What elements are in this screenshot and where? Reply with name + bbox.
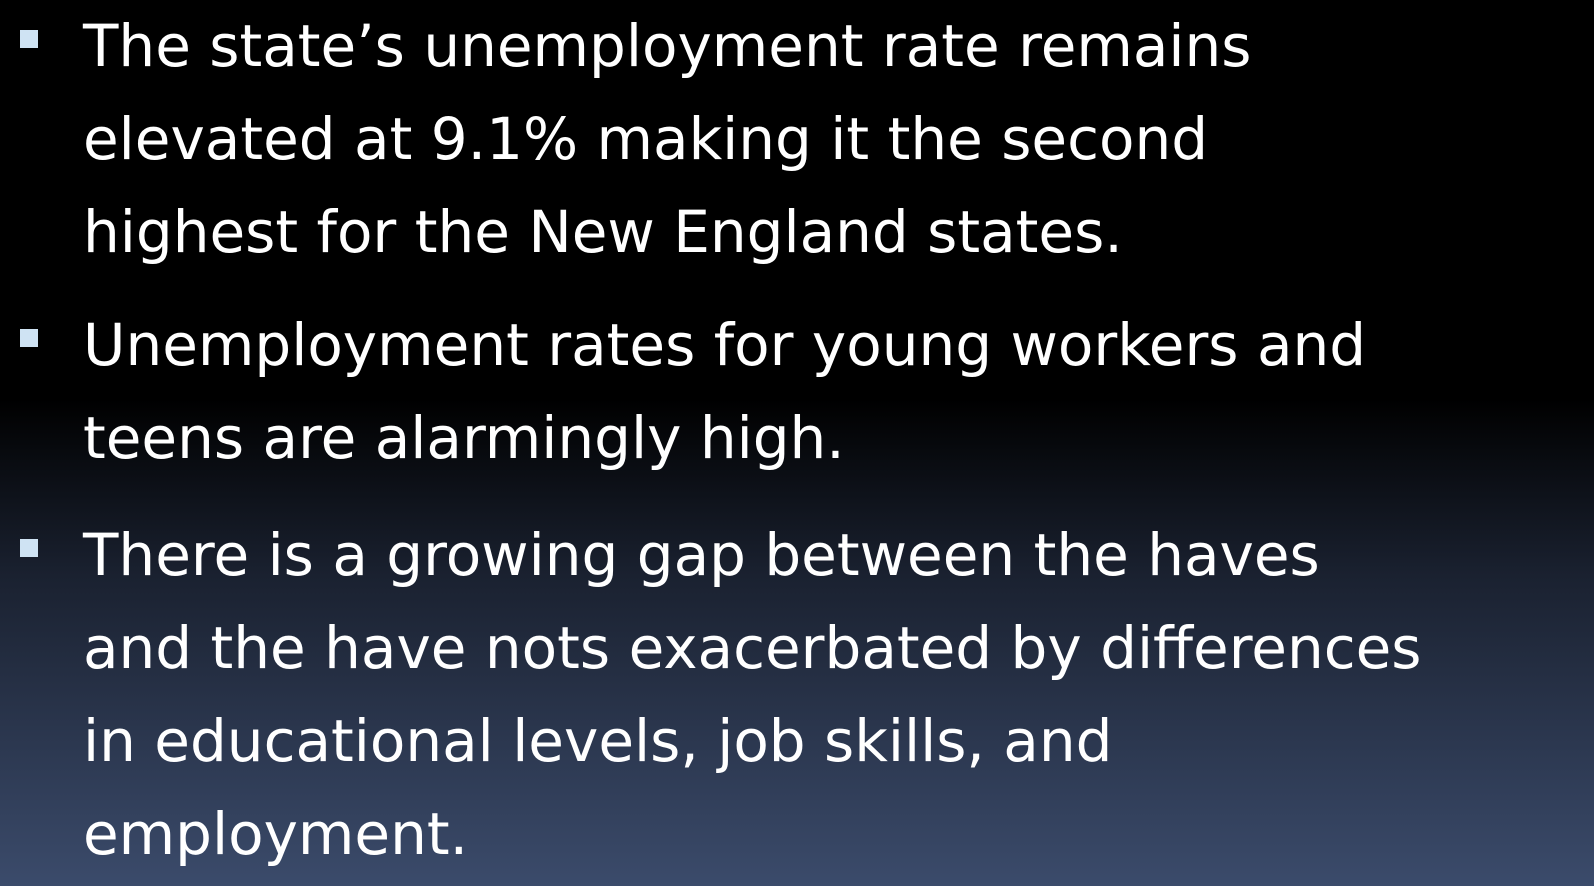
bullet-text-line: highest for the New England states. [83, 198, 1123, 266]
bullet-item: There is a growing gap between the haves… [0, 509, 1594, 881]
bullet-text-line: Unemployment rates for young workers and [83, 311, 1367, 379]
bullet-text-line: There is a growing gap between the haves [83, 521, 1320, 589]
bullet-text-line: employment. [83, 800, 469, 868]
bullet-text-line: teens are alarmingly high. [83, 404, 845, 472]
bullet-marker [20, 329, 38, 347]
bullet-item: The state’s unemployment rate remains ele… [0, 0, 1594, 279]
bullet-text-line: elevated at 9.1% making it the second [83, 105, 1209, 173]
bullet-marker [20, 30, 38, 48]
bullet-item: Unemployment rates for young workers and… [0, 299, 1594, 485]
bullet-text-line: The state’s unemployment rate remains [83, 12, 1252, 80]
bullet-text-line: and the have nots exacerbated by differe… [83, 614, 1422, 682]
bullet-text-line: in educational levels, job skills, and [83, 707, 1113, 775]
bullet-marker [20, 539, 38, 557]
